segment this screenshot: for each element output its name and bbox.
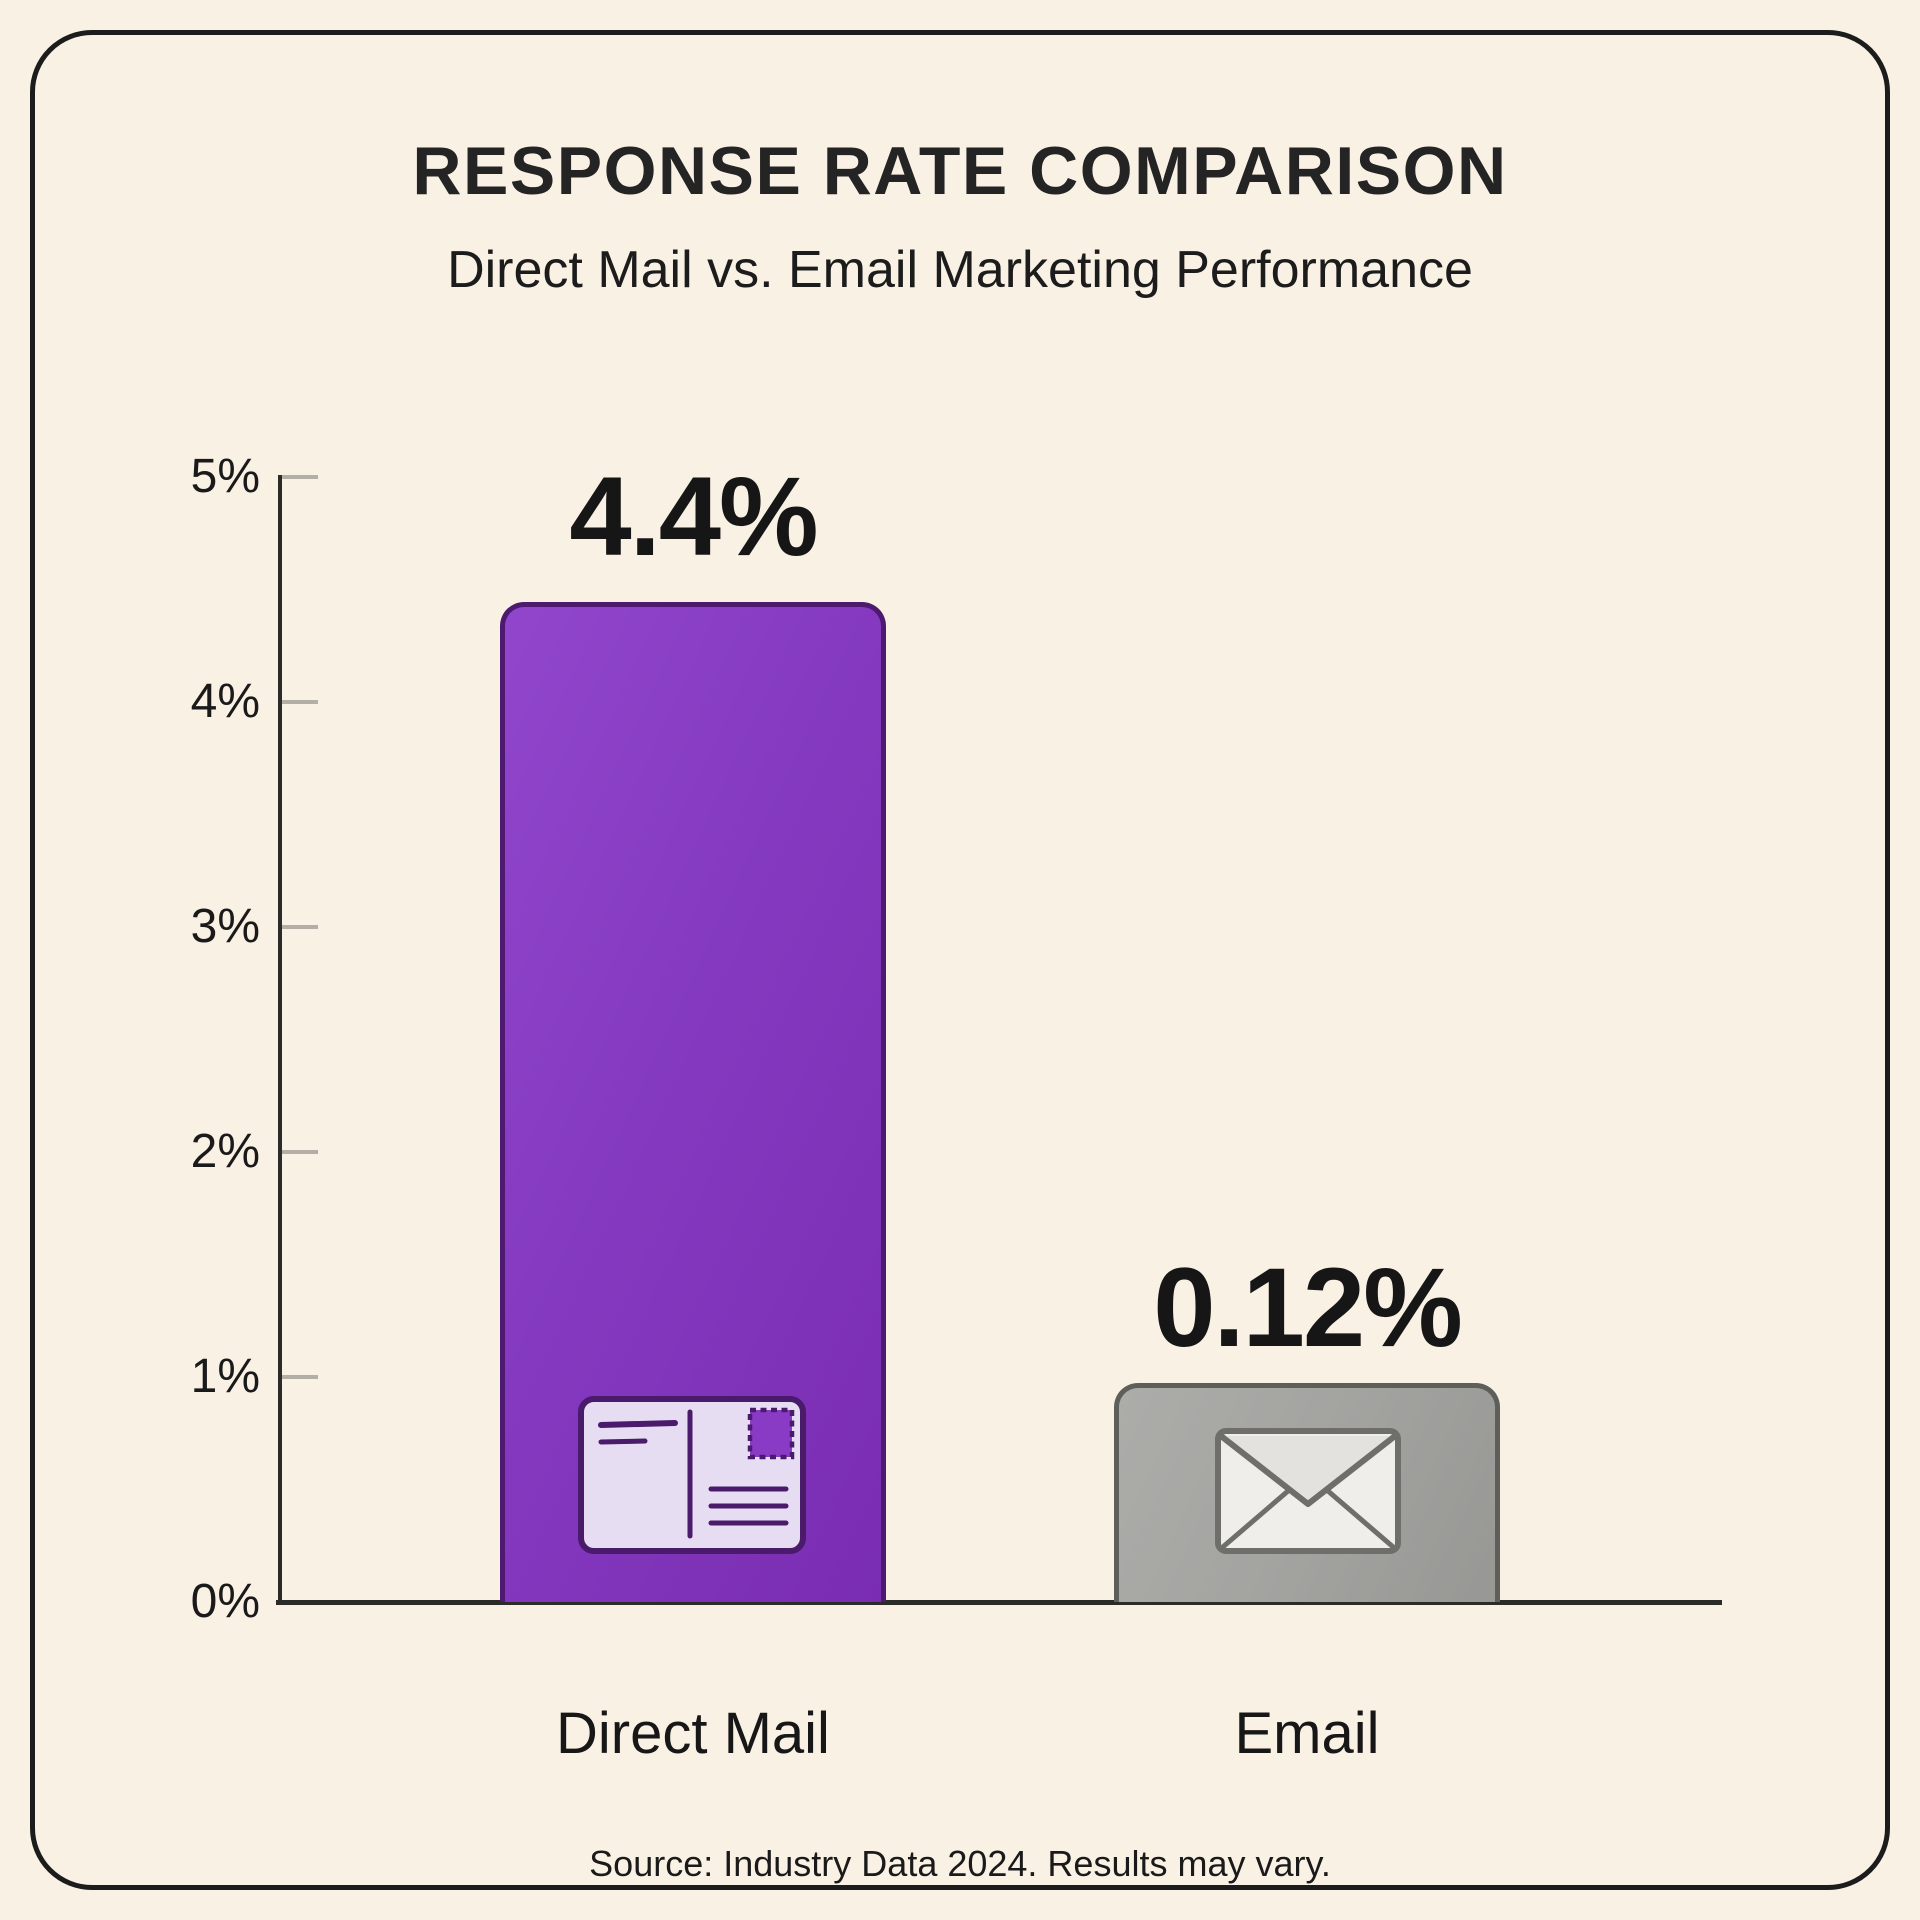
page-title: RESPONSE RATE COMPARISON — [412, 133, 1508, 209]
y-tick-mark — [282, 1375, 318, 1379]
card-border — [30, 30, 1890, 1890]
value-label-direct-mail: 4.4% — [569, 454, 818, 579]
y-tick-label: 1% — [190, 1350, 260, 1403]
y-tick-label: 3% — [190, 900, 260, 953]
envelope-icon — [1215, 1428, 1401, 1559]
y-tick-label: 5% — [190, 450, 260, 503]
source-note: Source: Industry Data 2024. Results may … — [589, 1843, 1331, 1884]
y-tick-mark — [282, 925, 318, 929]
y-tick-mark — [282, 700, 318, 704]
y-tick-mark — [282, 1150, 318, 1154]
y-tick-mark — [282, 475, 318, 479]
postcard-icon — [578, 1396, 806, 1559]
category-label-direct-mail: Direct Mail — [556, 1701, 830, 1766]
page-subtitle: Direct Mail vs. Email Marketing Performa… — [447, 241, 1473, 299]
category-label-email: Email — [1234, 1701, 1380, 1766]
y-tick-label: 4% — [190, 675, 260, 728]
x-axis-line — [276, 1600, 1722, 1605]
value-label-email: 0.12% — [1153, 1245, 1463, 1370]
y-tick-label: 2% — [190, 1125, 260, 1178]
y-axis-line — [278, 475, 282, 1604]
y-tick-label: 0% — [190, 1575, 260, 1628]
